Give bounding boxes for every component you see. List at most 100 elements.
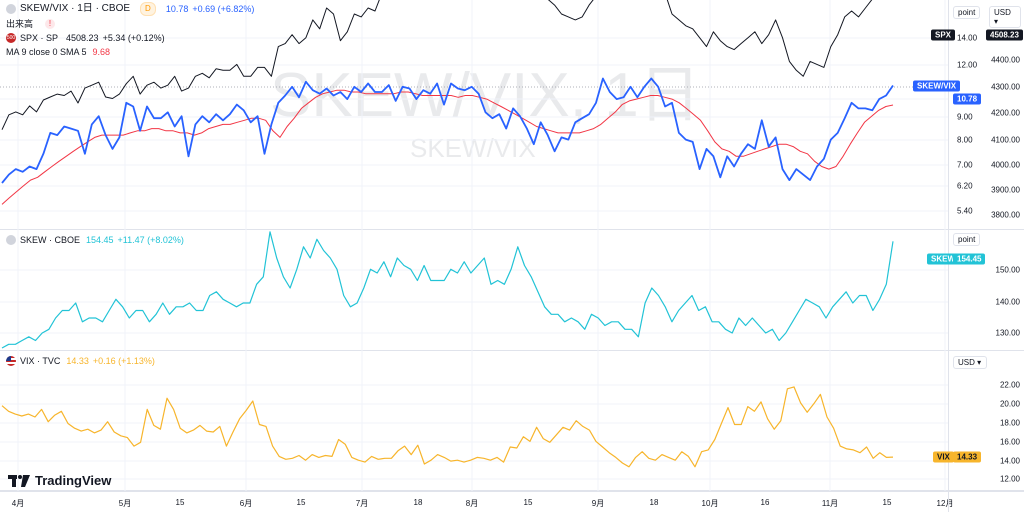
ratio-price-tag: SKEW/VIX bbox=[913, 80, 961, 92]
skew-price-value: 154.45 bbox=[953, 253, 986, 265]
axis-tick-label: 7.00 bbox=[957, 160, 973, 170]
axis-tick-label: 14.00 bbox=[999, 456, 1020, 466]
tradingview-logo-icon bbox=[8, 474, 30, 487]
axis-corner bbox=[948, 491, 1024, 512]
time-tick-label: 15 bbox=[296, 498, 306, 507]
scale-mode-button[interactable]: point bbox=[953, 6, 981, 19]
ratio-price-value: 10.78 bbox=[953, 93, 982, 105]
legend-last-value: 10.78 bbox=[165, 4, 189, 14]
time-tick-label: 9月 bbox=[591, 499, 605, 508]
price-axis-skew[interactable]: point 150.00 140.00 130.00 SKEW 154.45 bbox=[927, 230, 1024, 351]
legend-spx-change: +5.34 (+0.12%) bbox=[102, 33, 165, 43]
vix-price-value: 14.33 bbox=[953, 451, 982, 463]
status-badge: D bbox=[140, 2, 156, 16]
axis-tick-label: 9.00 bbox=[957, 112, 973, 122]
legend-volume: 出来高 ! bbox=[6, 17, 56, 31]
symbol-logo-icon bbox=[6, 235, 16, 245]
chevron-down-icon: ▾ bbox=[977, 358, 982, 367]
spx-tag-label: SPX bbox=[935, 30, 952, 40]
legend-skew-symbol[interactable]: SKEW · CBOE bbox=[20, 235, 81, 245]
grid-lines bbox=[0, 0, 948, 230]
legend-skew: SKEW · CBOE 154.45 +11.47 (+8.02%) bbox=[6, 233, 184, 247]
symbol-logo-icon bbox=[6, 4, 16, 14]
axis-tick-label: 5.40 bbox=[957, 206, 973, 216]
ratio-tag-label: SKEW/VIX bbox=[917, 81, 957, 91]
legend-spx-symbol[interactable]: SPX · SP bbox=[20, 33, 59, 43]
legend-main: SKEW/VIX · 1日 · CBOE D 10.78 +0.69 (+6.8… bbox=[6, 2, 254, 16]
currency-label: USD bbox=[958, 358, 975, 367]
axis-tick-label: 3800.00 bbox=[991, 210, 1020, 220]
axis-tick-label: 150.00 bbox=[995, 265, 1020, 275]
vix-tag-value: 14.33 bbox=[957, 452, 978, 462]
legend-spx: 500 SPX · SP 4508.23 +5.34 (+0.12%) bbox=[6, 31, 165, 45]
time-tick-label: 15 bbox=[175, 498, 185, 507]
legend-skew-last: 154.45 bbox=[86, 235, 114, 245]
skew-price-tag: SKEW bbox=[927, 253, 959, 265]
grid-lines bbox=[0, 351, 948, 491]
vix-tag-label: VIX bbox=[937, 452, 950, 462]
spx-price-value: 4508.23 bbox=[986, 29, 1023, 41]
legend-change: +0.69 (+6.82%) bbox=[192, 4, 255, 14]
time-axis[interactable]: 4月 5月 15 6月 15 7月 18 8月 15 9月 18 10月 16 11月 15 12月 bbox=[0, 491, 953, 512]
axis-tick-label: 4300.00 bbox=[991, 82, 1020, 92]
axis-tick-label: 20.00 bbox=[999, 399, 1020, 409]
vix-pane[interactable]: VIX · TVC 14.33 +0.16 (+1.13%) bbox=[0, 351, 948, 491]
tradingview-logo[interactable]: TradingView bbox=[8, 473, 111, 488]
axis-tick-label: 18.00 bbox=[999, 418, 1020, 428]
axis-tick-label: 14.00 bbox=[957, 33, 978, 43]
time-tick-label: 15 bbox=[523, 498, 533, 507]
time-tick-label: 12月 bbox=[936, 499, 954, 508]
warning-icon: ! bbox=[45, 19, 56, 29]
spx-tag-value: 4508.23 bbox=[990, 30, 1019, 40]
skew-tag-label: SKEW bbox=[931, 254, 955, 264]
currency-label: USD bbox=[994, 8, 1011, 17]
axis-tick-label: 4000.00 bbox=[991, 160, 1020, 170]
legend-vix-symbol[interactable]: VIX · TVC bbox=[20, 356, 61, 366]
scale-mode-button[interactable]: point bbox=[953, 233, 981, 246]
axis-tick-label: 22.00 bbox=[999, 380, 1020, 390]
time-tick-label: 6月 bbox=[239, 499, 253, 508]
currency-select[interactable]: USD ▾ bbox=[989, 6, 1021, 28]
price-axis-main[interactable]: point USD ▾ 14.0012.0010.009.008.007.006… bbox=[913, 0, 1024, 230]
skew-line bbox=[1, 231, 894, 349]
axis-tick-label: 12.00 bbox=[957, 60, 978, 70]
legend-vix: VIX · TVC 14.33 +0.16 (+1.13%) bbox=[6, 354, 155, 368]
spx-price-tag: SPX bbox=[931, 29, 956, 41]
time-tick-label: 8月 bbox=[465, 499, 479, 508]
price-axis-vix[interactable]: USD ▾ 22.00 20.00 18.00 16.00 14.00 12.00 VIX… bbox=[933, 351, 1024, 491]
legend-ma-label[interactable]: MA 9 close 0 SMA 5 bbox=[6, 47, 87, 57]
skew-vix-line bbox=[1, 77, 894, 184]
legend-ma-value: 9.68 bbox=[92, 47, 111, 57]
legend-ma: MA 9 close 0 SMA 5 9.68 bbox=[6, 45, 110, 59]
axis-tick-label: 6.20 bbox=[957, 181, 973, 191]
ma-line bbox=[1, 89, 894, 205]
legend-vix-change: +0.16 (+1.13%) bbox=[92, 356, 155, 366]
brand-name: TradingView bbox=[35, 473, 112, 488]
axis-tick-label: 3900.00 bbox=[991, 185, 1020, 195]
legend-skew-change: +11.47 (+8.02%) bbox=[117, 235, 184, 245]
chevron-down-icon: ▾ bbox=[994, 17, 999, 26]
skew-chart[interactable] bbox=[0, 230, 948, 351]
symbol-watermark: SKEW/VIX, 1日 bbox=[270, 61, 701, 130]
legend-spx-last: 4508.23 bbox=[66, 33, 99, 43]
skew-pane[interactable]: SKEW · CBOE 154.45 +11.47 (+8.02%) bbox=[0, 230, 948, 351]
time-tick-label: 18 bbox=[413, 498, 423, 507]
axis-tick-label: 4200.00 bbox=[991, 108, 1020, 118]
axis-tick-label: 4100.00 bbox=[991, 135, 1020, 145]
time-tick-label: 16 bbox=[760, 498, 770, 507]
axis-tick-label: 140.00 bbox=[995, 297, 1020, 307]
time-tick-label: 10月 bbox=[701, 499, 719, 508]
legend-symbol[interactable]: SKEW/VIX · 1日 · CBOE bbox=[20, 3, 131, 14]
main-price-pane[interactable]: SKEW/VIX, 1日 SKEW/VIX SKEW/VIX · 1日 · CB… bbox=[0, 0, 948, 230]
skew-vix-chart[interactable] bbox=[0, 0, 948, 230]
currency-select[interactable]: USD ▾ bbox=[953, 356, 987, 369]
grid-lines bbox=[0, 230, 948, 351]
time-tick-label: 18 bbox=[649, 498, 659, 507]
axis-tick-label: 12.00 bbox=[999, 474, 1020, 484]
spx-logo: 500 bbox=[6, 33, 16, 43]
ratio-tag-value: 10.78 bbox=[957, 94, 978, 104]
time-tick-label: 15 bbox=[882, 498, 892, 507]
vix-chart[interactable] bbox=[0, 351, 948, 491]
volume-label[interactable]: 出来高 bbox=[6, 19, 34, 29]
